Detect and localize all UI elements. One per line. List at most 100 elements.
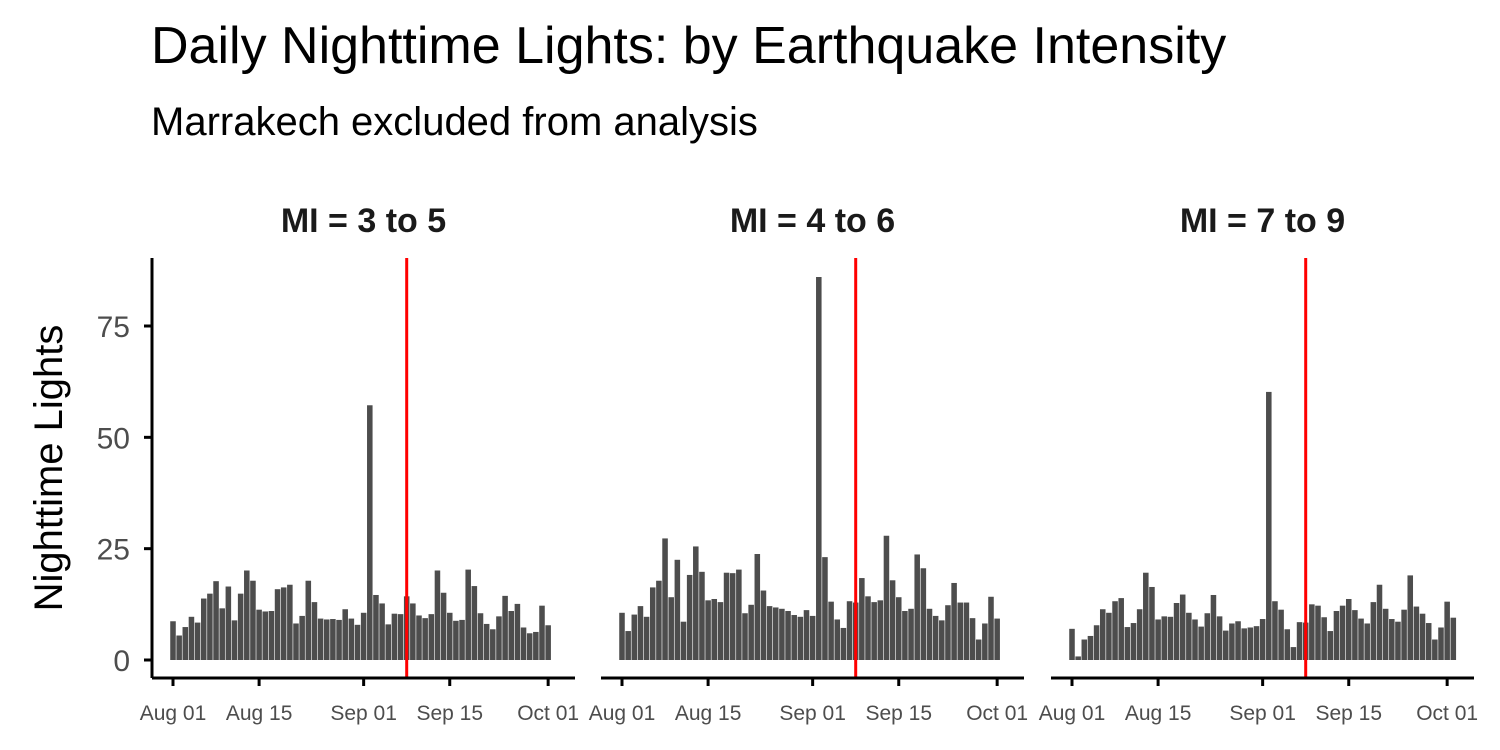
bar [354, 624, 361, 660]
bar [299, 615, 305, 660]
x-tick-label: Aug 01 [140, 702, 207, 725]
bar [1087, 635, 1094, 660]
bar [1407, 575, 1414, 660]
bar [293, 623, 299, 660]
bar [871, 602, 877, 660]
bar [957, 602, 964, 660]
bar [908, 608, 914, 660]
bar [1198, 626, 1204, 660]
bar [889, 580, 896, 660]
bar [656, 580, 662, 660]
bar [533, 631, 539, 660]
bar [895, 597, 902, 660]
bar [490, 629, 496, 660]
bar [1438, 627, 1444, 660]
bar [176, 635, 182, 660]
bar [1419, 613, 1426, 660]
x-tick-label: Oct 01 [1416, 702, 1478, 725]
bar [816, 277, 822, 660]
bar [256, 609, 262, 660]
bar [1315, 605, 1321, 660]
bar [1112, 601, 1118, 660]
bar [1099, 609, 1106, 660]
bar [1247, 627, 1254, 660]
bar [330, 619, 336, 660]
bar [846, 601, 853, 660]
bar [668, 597, 674, 660]
bar [336, 619, 342, 660]
bar [674, 559, 681, 660]
bar [397, 614, 404, 660]
x-tick-label: Sep 15 [1315, 702, 1382, 725]
x-tick-label: Aug 15 [226, 702, 293, 725]
bar [883, 535, 890, 660]
x-tick-label: Sep 01 [330, 702, 397, 725]
bar [902, 611, 908, 660]
bar [502, 595, 508, 660]
bar [662, 538, 668, 660]
bar [1333, 611, 1340, 660]
bar [465, 569, 471, 660]
bar [754, 554, 761, 660]
bar [803, 610, 810, 660]
bar [1358, 618, 1364, 660]
bar [194, 622, 201, 660]
bar [914, 554, 920, 660]
bar [945, 605, 951, 660]
bar [1143, 572, 1149, 660]
bar [1395, 621, 1401, 660]
bar [514, 603, 521, 660]
facet-label: MI = 4 to 6 [730, 202, 895, 240]
bar [200, 598, 207, 660]
y-tick-label: 50 [97, 422, 130, 455]
bar [686, 574, 693, 660]
bar [994, 618, 1000, 660]
bar [459, 619, 465, 660]
bar [1124, 627, 1131, 660]
bar [440, 592, 447, 660]
bar [1093, 625, 1100, 660]
bar [637, 606, 644, 660]
bar [1345, 598, 1352, 660]
bar [274, 589, 281, 660]
bar [1382, 608, 1389, 660]
bar [1321, 617, 1327, 660]
bar [373, 594, 379, 660]
facet-label: MI = 7 to 9 [1180, 202, 1345, 240]
bar [422, 618, 428, 660]
bar [446, 612, 453, 660]
bar [539, 605, 545, 660]
bar [859, 578, 865, 660]
bar [1444, 601, 1450, 660]
bar [305, 580, 312, 660]
bar [1413, 606, 1420, 660]
bar [231, 620, 238, 660]
bar [391, 613, 398, 660]
bar [1339, 605, 1346, 660]
x-tick-label: Aug 01 [1039, 702, 1106, 725]
bar [797, 616, 804, 660]
bar [1167, 616, 1174, 660]
bar [1450, 617, 1457, 660]
bar [1106, 612, 1112, 660]
y-tick-label: 0 [113, 645, 130, 678]
bar [649, 587, 656, 660]
bar [1081, 639, 1088, 660]
bar [1118, 598, 1124, 660]
bar [809, 615, 816, 660]
bar [742, 613, 748, 660]
bar [545, 625, 551, 660]
bar [625, 631, 631, 660]
bar [760, 590, 767, 660]
bar [693, 546, 699, 660]
x-tick-label: Aug 15 [1125, 702, 1192, 725]
bar [699, 571, 705, 660]
bar [1210, 594, 1217, 660]
bar [1204, 613, 1211, 660]
bar [453, 620, 459, 660]
bar [1235, 621, 1241, 660]
bar [969, 618, 976, 660]
bar [428, 614, 435, 660]
bar [932, 615, 939, 660]
bar [1229, 623, 1235, 660]
